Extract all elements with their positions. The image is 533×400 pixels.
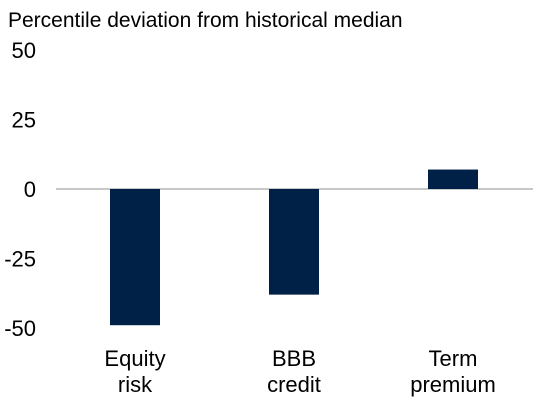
y-tick-label: 0 <box>24 177 36 202</box>
y-axis-ticks: 50 25 0 -25 -50 <box>4 38 36 341</box>
category-label: Equity <box>104 346 165 371</box>
category-label: BBB <box>272 346 316 371</box>
bars <box>110 169 478 326</box>
bar <box>428 169 478 189</box>
category-label: risk <box>118 372 153 397</box>
bar <box>110 189 160 326</box>
bar <box>269 189 319 295</box>
category-label: premium <box>410 372 496 397</box>
y-tick-label: 50 <box>12 38 36 63</box>
y-tick-label: -50 <box>4 316 36 341</box>
y-tick-label: -25 <box>4 247 36 272</box>
chart-title: Percentile deviation from historical med… <box>8 9 403 32</box>
category-label: Term <box>429 346 478 371</box>
category-label: credit <box>267 372 321 397</box>
y-tick-label: 25 <box>12 108 36 133</box>
